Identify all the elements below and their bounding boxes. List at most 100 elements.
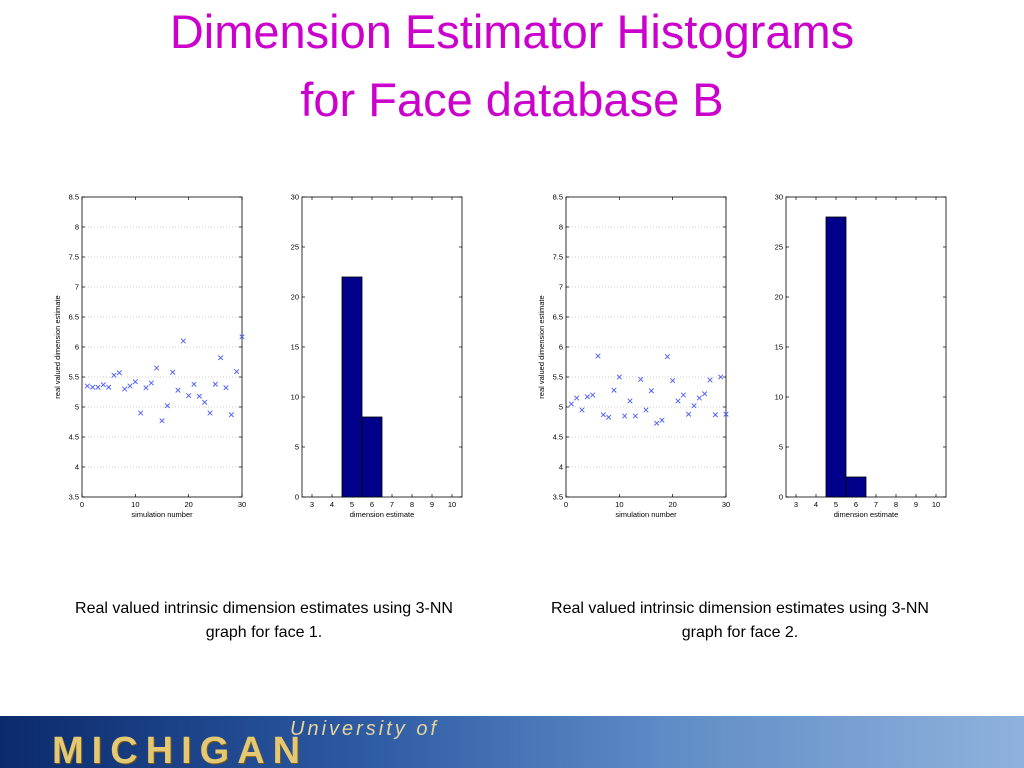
slide-title-line-2: for Face database B (300, 73, 724, 126)
y-tick-label: 6 (559, 343, 563, 352)
data-point (611, 387, 617, 393)
y-axis-label: real valued dimension estimate (53, 295, 62, 398)
x-tick-label: 7 (390, 500, 394, 509)
data-point (159, 418, 165, 424)
x-tick-label: 4 (330, 500, 334, 509)
data-point (154, 365, 160, 371)
data-point (95, 384, 101, 390)
x-tick-label: 8 (894, 500, 898, 509)
histogram-bar (341, 276, 363, 498)
data-point (696, 395, 702, 401)
x-tick-label: 30 (238, 500, 246, 509)
data-point (170, 369, 176, 375)
x-tick-label: 8 (410, 500, 414, 509)
data-point (712, 412, 718, 418)
scatter-chart-face-2: 3.5 4 4.5 5 5.5 6 6.5 7 7.5 8 8.5 0 10 20 30 simulation… (537, 193, 730, 519)
data-point (223, 385, 229, 391)
x-tick-label: 5 (350, 500, 354, 509)
data-point (111, 372, 117, 378)
histogram-chart-face-2: 0 5 10 15 20 25 30 3 4 5 6 7 8 9 10 dimension estimate (775, 193, 947, 519)
x-axis-label: simulation number (615, 510, 677, 519)
data-point (116, 370, 122, 376)
data-point (568, 401, 574, 407)
data-point (579, 407, 585, 413)
histogram-bar (845, 476, 867, 498)
data-point (638, 376, 644, 383)
data-point (648, 388, 654, 394)
data-point (212, 381, 218, 387)
y-tick-label: 15 (775, 343, 783, 352)
histogram-bar (361, 416, 383, 498)
data-point (600, 412, 606, 418)
data-point (627, 398, 633, 404)
data-point (196, 393, 202, 399)
x-axis-label: dimension estimate (350, 510, 415, 519)
y-tick-label: 0 (295, 493, 299, 502)
y-tick-label: 8 (559, 223, 563, 232)
x-tick-label: 7 (874, 500, 878, 509)
data-point (691, 403, 697, 409)
x-tick-label: 6 (370, 500, 374, 509)
data-point (175, 387, 181, 393)
y-tick-label: 8.5 (69, 193, 79, 202)
data-point (191, 381, 197, 387)
michigan-logo-text: MICHIGAN (52, 730, 309, 768)
data-point (143, 385, 149, 391)
data-point (659, 417, 665, 423)
data-point (127, 383, 133, 389)
y-tick-label: 6 (75, 343, 79, 352)
data-point (202, 399, 208, 405)
y-tick-label: 5 (75, 403, 79, 412)
x-tick-label: 0 (80, 500, 84, 509)
y-tick-label: 4.5 (553, 433, 563, 442)
y-tick-label: 6.5 (553, 313, 563, 322)
y-tick-label: 5.5 (553, 373, 563, 382)
y-tick-label: 3.5 (69, 493, 79, 502)
x-tick-label: 30 (722, 500, 730, 509)
x-tick-label: 4 (814, 500, 818, 509)
data-point (148, 380, 154, 386)
y-tick-label: 10 (291, 393, 299, 402)
y-tick-label: 25 (775, 243, 783, 252)
data-point (239, 334, 245, 340)
x-tick-label: 6 (854, 500, 858, 509)
y-axis-label: real valued dimension estimate (537, 295, 546, 398)
y-tick-label: 30 (775, 193, 783, 202)
x-tick-label: 3 (310, 500, 314, 509)
plot-frame (785, 196, 947, 498)
x-tick-label: 10 (932, 500, 940, 509)
y-tick-label: 7 (75, 283, 79, 292)
y-tick-label: 7.5 (69, 253, 79, 262)
scatter-chart-face-1: 3.5 4 4.5 5 5.5 6 6.5 7 7.5 8 8.5 0 10 20 30 simulation… (53, 193, 246, 519)
caption-face-2: Real valued intrinsic dimension estimate… (551, 600, 929, 641)
x-tick-label: 20 (668, 500, 676, 509)
data-point (723, 411, 729, 417)
data-point (84, 383, 90, 389)
histogram-chart-face-1: 0 5 10 15 20 25 30 3 4 5 6 7 8 9 10 dimension estimate (291, 193, 463, 519)
data-point (590, 392, 596, 398)
x-tick-label: 20 (184, 500, 192, 509)
x-tick-label: 3 (794, 500, 798, 509)
data-point (218, 355, 224, 361)
y-tick-label: 10 (775, 393, 783, 402)
data-point (654, 420, 660, 426)
data-point (702, 391, 708, 397)
x-tick-label: 9 (430, 500, 434, 509)
y-tick-label: 5 (295, 443, 299, 452)
university-logo-text: University of (290, 718, 440, 740)
data-point (595, 353, 601, 359)
data-point (100, 382, 106, 388)
data-point (90, 384, 96, 390)
data-point (718, 374, 724, 380)
data-point (584, 394, 590, 400)
data-point (164, 403, 170, 409)
y-tick-label: 8.5 (553, 193, 563, 202)
y-tick-label: 8 (75, 223, 79, 232)
y-tick-label: 7.5 (553, 253, 563, 262)
data-point (675, 398, 681, 404)
data-point (680, 392, 686, 398)
data-point (686, 411, 692, 417)
y-tick-label: 5 (559, 403, 563, 412)
data-point (670, 377, 676, 384)
footer-banner: University of MICHIGAN (0, 716, 1024, 768)
